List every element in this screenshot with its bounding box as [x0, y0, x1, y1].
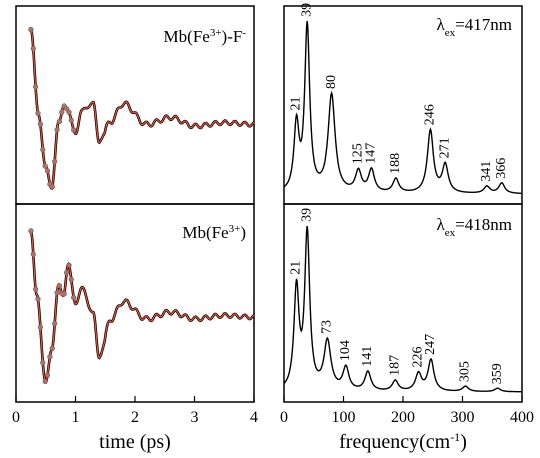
peak-label: 226 [411, 347, 426, 368]
x-tick-label: 0 [280, 409, 288, 426]
peak-label: 341 [479, 161, 494, 182]
x-tick-label: 400 [510, 409, 534, 426]
peak-label: 39 [299, 208, 314, 222]
peak-label: 246 [423, 104, 438, 125]
peak-label: 359 [490, 363, 505, 384]
peak-label: 39 [299, 3, 314, 17]
peak-label: 80 [324, 75, 339, 89]
peak-label: 73 [320, 320, 335, 334]
x-tick-label: 3 [191, 409, 199, 426]
x-tick-label: 1 [72, 409, 80, 426]
bottom-left-sample-label: Mb(Fe3+) [182, 223, 246, 242]
spectrum-line [283, 225, 522, 393]
peak-label: 21 [289, 261, 304, 275]
right-x-axis-title: frequency(cm-1) [339, 430, 467, 453]
peak-label: 305 [458, 361, 473, 382]
bottom-left-panel: Mb(Fe3+) 0 1 2 3 4 time (ps) [12, 203, 258, 453]
peak-label: 104 [338, 340, 353, 361]
x-tick-label: 0 [12, 409, 20, 426]
spectrum-line [283, 20, 522, 194]
fit-curve [30, 29, 255, 190]
peak-label: 366 [494, 158, 509, 179]
top-left-panel: Mb(Fe3+)-F- [15, 5, 255, 205]
peak-label: 21 [289, 97, 304, 111]
fit-curve [30, 230, 255, 383]
peak-label: 247 [423, 334, 438, 355]
left-x-axis-title: time (ps) [99, 431, 171, 453]
measured-trace [29, 230, 255, 385]
peak-label: 125 [351, 143, 366, 164]
x-tick-label: 200 [391, 409, 415, 426]
x-tick-label: 100 [332, 409, 356, 426]
x-tick-label: 300 [451, 409, 475, 426]
peak-label: 271 [437, 137, 452, 158]
top-left-sample-label: Mb(Fe3+)-F- [164, 27, 247, 46]
peak-label: 187 [388, 355, 403, 376]
x-tick-label: 4 [250, 409, 258, 426]
x-tick-label: 2 [131, 409, 139, 426]
bottom-right-excitation-label: λex=418nm [437, 215, 512, 239]
peak-label: 141 [360, 346, 375, 367]
peak-label: 188 [388, 153, 403, 174]
peak-label: 147 [364, 143, 379, 164]
top-right-excitation-label: λex=417nm [437, 15, 512, 39]
